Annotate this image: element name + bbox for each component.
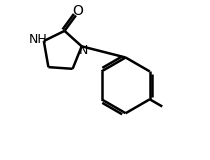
Text: N: N bbox=[79, 44, 88, 57]
Text: O: O bbox=[72, 4, 83, 18]
Text: NH: NH bbox=[29, 33, 47, 46]
